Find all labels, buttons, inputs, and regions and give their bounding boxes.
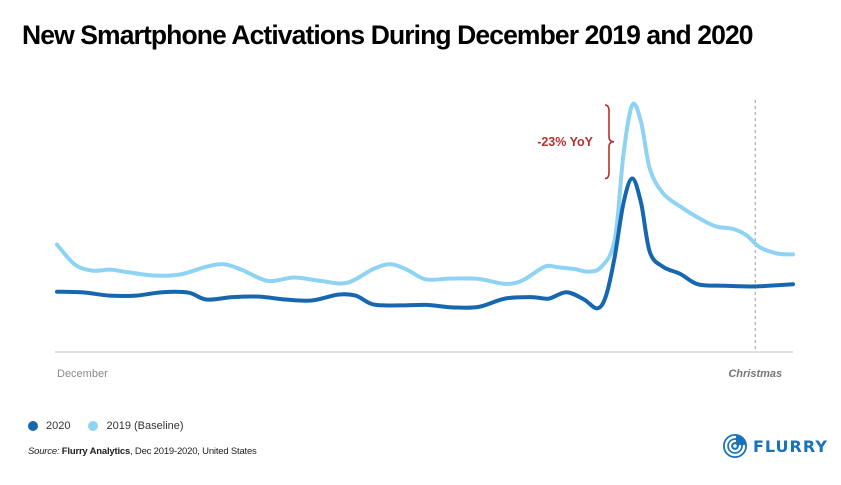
legend-label-2020: 2020 bbox=[46, 420, 71, 432]
chart-title: New Smartphone Activations During Decemb… bbox=[22, 20, 754, 50]
series-line-2020 bbox=[55, 176, 795, 311]
legend-swatch-2019 bbox=[88, 421, 99, 431]
legend-swatch-2020 bbox=[28, 421, 38, 431]
chart-legend: 2020 2019 (Baseline) bbox=[28, 420, 202, 432]
logo-text: FLURRY bbox=[753, 436, 828, 456]
legend-label-2019: 2019 (Baseline) bbox=[106, 420, 184, 432]
legend-item-2019: 2019 (Baseline) bbox=[88, 420, 184, 432]
yoy-brace bbox=[604, 104, 615, 180]
yoy-label: -23% YoY bbox=[537, 135, 593, 149]
source-prefix: Source: bbox=[28, 446, 60, 457]
source-note: Source: Flurry Analytics, Dec 2019-2020,… bbox=[28, 446, 257, 457]
chart-svg: -23% YoY December Christmas bbox=[55, 100, 795, 380]
x-label-christmas: Christmas bbox=[728, 368, 782, 380]
source-org: Flurry Analytics bbox=[61, 446, 131, 457]
series-line-2019-baseline bbox=[55, 101, 795, 286]
source-details: , Dec 2019-2020, United States bbox=[130, 446, 257, 457]
flurry-logo: FLURRY bbox=[722, 433, 828, 459]
legend-item-2020: 2020 bbox=[28, 420, 70, 432]
flurry-swirl-icon bbox=[723, 434, 747, 458]
x-label-december: December bbox=[57, 368, 108, 380]
